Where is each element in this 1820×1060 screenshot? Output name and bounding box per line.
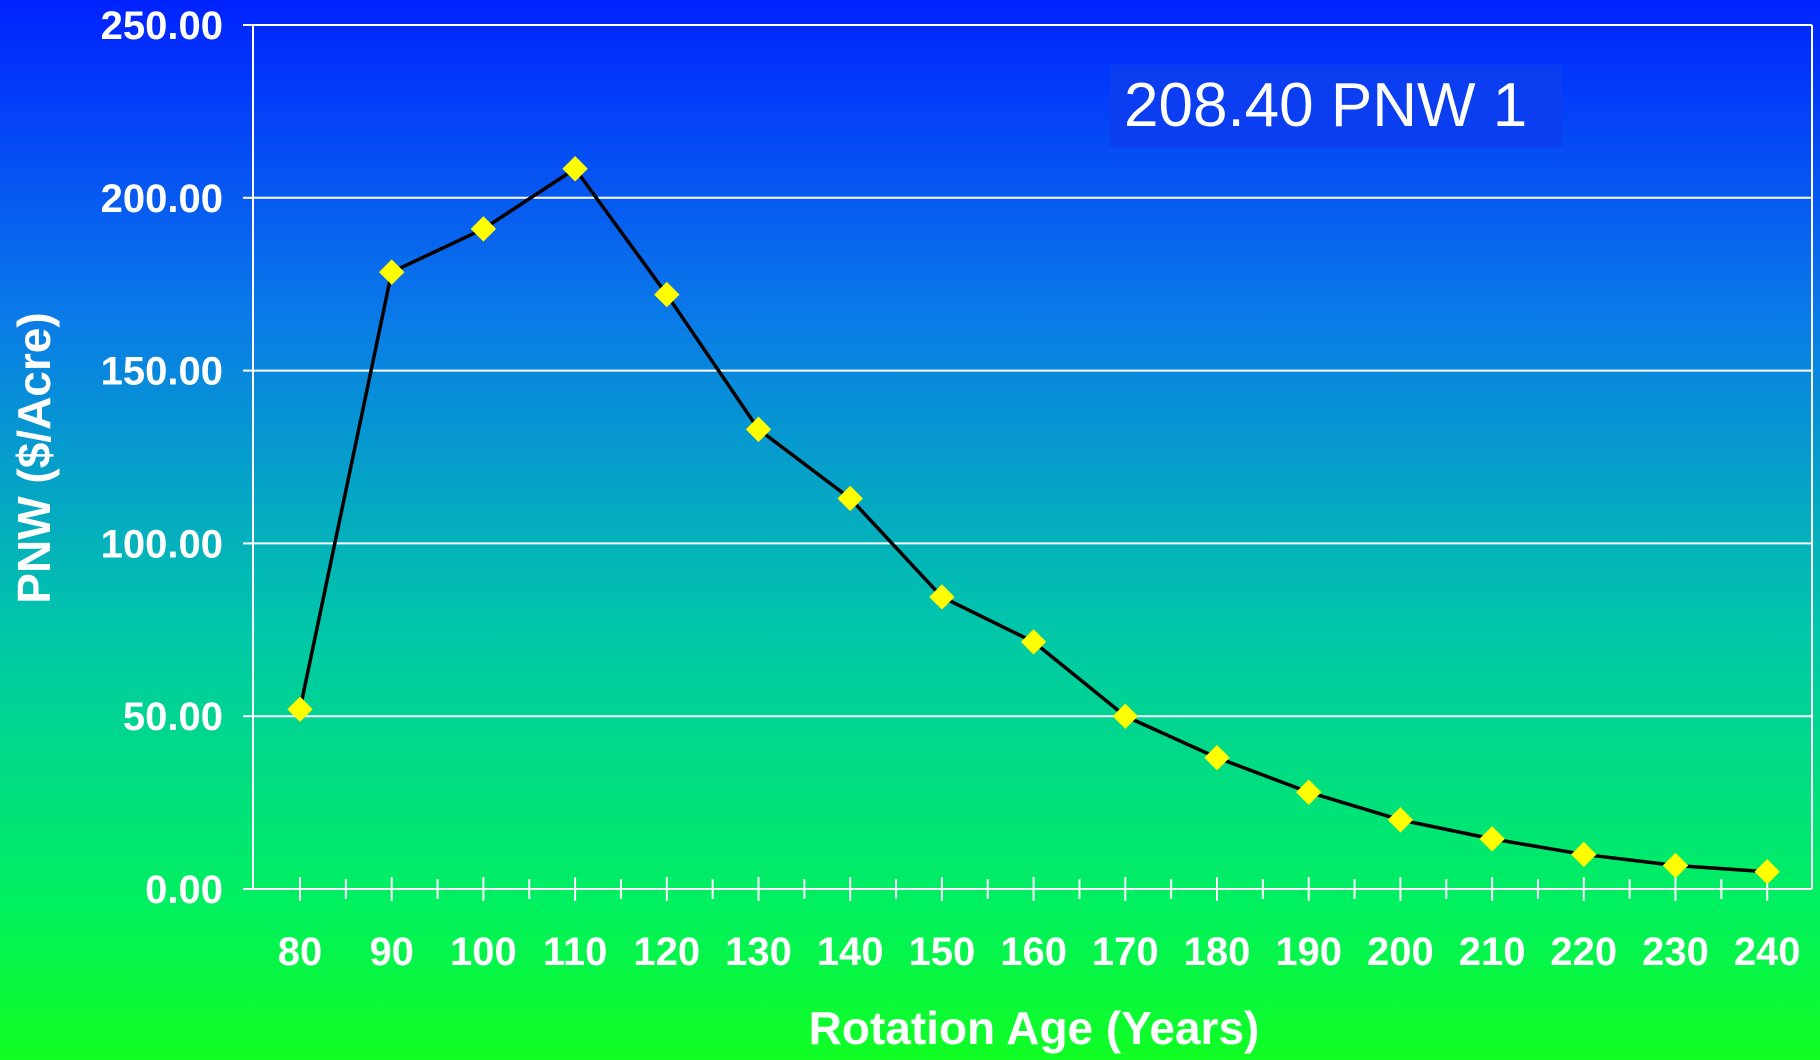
data-point-marker bbox=[1112, 703, 1139, 729]
series-pnw bbox=[287, 156, 1780, 885]
x-tick-label: 150 bbox=[909, 930, 976, 974]
x-tick-label: 180 bbox=[1184, 930, 1251, 974]
y-tick-labels: 0.00 50.00 100.00 150.00 200.00 250.00 bbox=[101, 4, 223, 912]
annotation-label: 208.40 PNW 1 bbox=[1124, 71, 1527, 140]
data-point-marker bbox=[1387, 807, 1414, 833]
x-tick-label: 160 bbox=[1000, 930, 1067, 974]
data-point-marker bbox=[1479, 826, 1505, 852]
gridlines bbox=[253, 24, 1812, 718]
y-axis-title: PNW ($/Acre) bbox=[8, 312, 60, 603]
x-tick-label: 240 bbox=[1734, 930, 1801, 974]
data-point-marker bbox=[1020, 629, 1047, 655]
data-point-marker bbox=[470, 216, 497, 242]
data-point-marker bbox=[1204, 744, 1230, 771]
axes bbox=[243, 24, 1813, 901]
x-axis-title: Rotation Age (Years) bbox=[809, 1002, 1260, 1054]
data-point-marker bbox=[1662, 852, 1689, 879]
x-tick-label: 190 bbox=[1275, 930, 1342, 974]
data-point-marker bbox=[929, 584, 955, 610]
x-tick-label: 230 bbox=[1642, 930, 1709, 974]
x-tick-label: 220 bbox=[1550, 930, 1617, 974]
x-tick-label: 210 bbox=[1459, 930, 1526, 974]
x-tick-labels: 80 90 100 110 120 130 140 150 160 170 180 190 200 210… bbox=[278, 930, 1801, 974]
annotation-box: 208.40 PNW 1 bbox=[1110, 65, 1562, 147]
x-tick-label: 170 bbox=[1092, 930, 1159, 974]
x-tick-label: 200 bbox=[1367, 930, 1434, 974]
data-point-marker bbox=[1571, 841, 1597, 868]
y-tick-label: 50.00 bbox=[123, 695, 223, 739]
x-tick-label: 110 bbox=[543, 930, 608, 974]
data-point-marker bbox=[287, 696, 313, 722]
y-tick-label: 150.00 bbox=[101, 350, 223, 394]
data-point-marker bbox=[1295, 779, 1322, 805]
data-point-marker bbox=[1754, 859, 1780, 885]
x-tick-label: 120 bbox=[633, 930, 700, 974]
x-tick-label: 140 bbox=[817, 930, 884, 974]
data-point-marker bbox=[745, 416, 772, 443]
y-tick-label: 100.00 bbox=[101, 522, 223, 566]
data-point-marker bbox=[378, 259, 405, 285]
annotation-background bbox=[1110, 65, 1562, 147]
y-tick-label: 250.00 bbox=[101, 4, 223, 48]
x-tick-label: 100 bbox=[450, 930, 517, 974]
x-tick-label: 130 bbox=[725, 930, 792, 974]
series-line bbox=[298, 167, 1768, 874]
x-tick-label: 90 bbox=[369, 930, 414, 974]
y-tick-label: 200.00 bbox=[101, 177, 223, 221]
y-tick-label: 0.00 bbox=[145, 868, 223, 912]
x-tick-label: 80 bbox=[278, 930, 323, 974]
data-point-marker bbox=[654, 281, 680, 308]
data-point-marker bbox=[562, 156, 588, 182]
data-point-marker bbox=[837, 485, 863, 512]
